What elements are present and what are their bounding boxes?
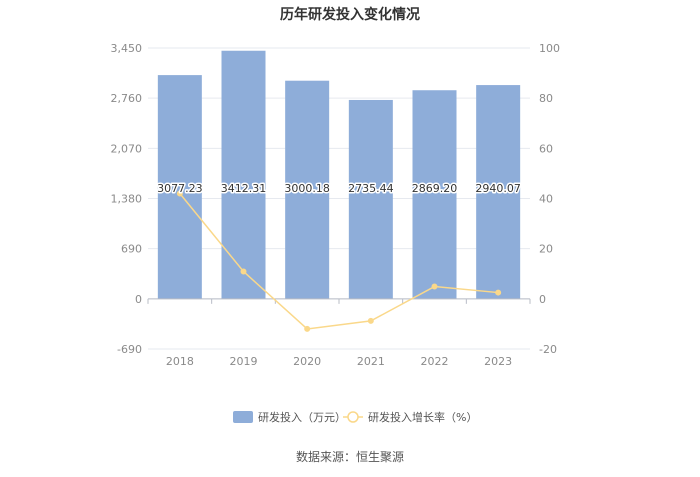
bar-value-label: 2869.20 — [412, 182, 458, 195]
y-left-tick-label: -690 — [117, 343, 142, 356]
legend-bar-swatch — [233, 411, 253, 423]
y-right-tick-label: 80 — [539, 92, 553, 105]
bar — [157, 75, 202, 299]
growth-point — [367, 317, 374, 324]
bar-value-label: 2940.07 — [475, 182, 521, 195]
grid-layer — [148, 47, 530, 350]
y-right-tick-label: -20 — [539, 343, 557, 356]
bar — [412, 90, 457, 299]
y-right-tick-label: 20 — [539, 243, 553, 256]
growth-point — [240, 268, 247, 275]
y-right-tick-label: 100 — [539, 42, 560, 55]
x-tick-label: 2020 — [293, 355, 321, 368]
bar-value-label: 3412.31 — [221, 182, 267, 195]
x-tick-label: 2022 — [421, 355, 449, 368]
growth-point — [431, 283, 438, 290]
y-right-tick-label: 0 — [539, 293, 546, 306]
growth-point — [176, 190, 183, 197]
chart-title: 历年研发投入变化情况 — [280, 6, 420, 23]
x-tick-label: 2019 — [230, 355, 258, 368]
bar — [348, 99, 393, 299]
data-source: 数据来源：恒生聚源 — [296, 449, 404, 464]
y-left-tick-label: 690 — [121, 243, 142, 256]
bar-layer — [157, 50, 521, 299]
bar — [221, 50, 266, 299]
axis-layer: -690 0 690 1,380 2,070 2,760 3,450 -20 0 20 40 60 80… — [111, 42, 561, 368]
legend-item-line[interactable]: 研发投入增长率（%） — [343, 410, 477, 424]
growth-point — [304, 325, 311, 332]
x-tick-label: 2018 — [166, 355, 194, 368]
bar — [285, 80, 330, 299]
bar-value-label: 3077.23 — [157, 182, 203, 195]
y-left-tick-label: 2,070 — [111, 142, 143, 155]
y-left-tick-label: 2,760 — [111, 92, 143, 105]
label-layer: 3077.23 3412.31 3000.18 2735.44 2869.20 2940.… — [156, 181, 523, 197]
y-right-tick-label: 40 — [539, 193, 553, 206]
legend-bar-label: 研发投入（万元） — [258, 410, 346, 424]
y-left-tick-label: 1,380 — [111, 193, 143, 206]
legend-item-bar[interactable]: 研发投入（万元） — [233, 410, 346, 424]
growth-line — [179, 193, 499, 330]
bar — [476, 85, 521, 299]
y-left-tick-label: 3,450 — [111, 42, 143, 55]
legend-line-label: 研发投入增长率（%） — [368, 410, 477, 424]
legend-line-marker — [347, 411, 359, 423]
y-left-tick-label: 0 — [135, 293, 142, 306]
growth-point — [495, 289, 502, 296]
legend: 研发投入（万元） 研发投入增长率（%） — [233, 410, 477, 424]
y-right-tick-label: 60 — [539, 142, 553, 155]
bar-value-label: 2735.44 — [348, 182, 394, 195]
bar-value-label: 3000.18 — [284, 182, 330, 195]
x-tick-label: 2021 — [357, 355, 385, 368]
line-layer — [176, 190, 502, 332]
x-tick-label: 2023 — [484, 355, 512, 368]
